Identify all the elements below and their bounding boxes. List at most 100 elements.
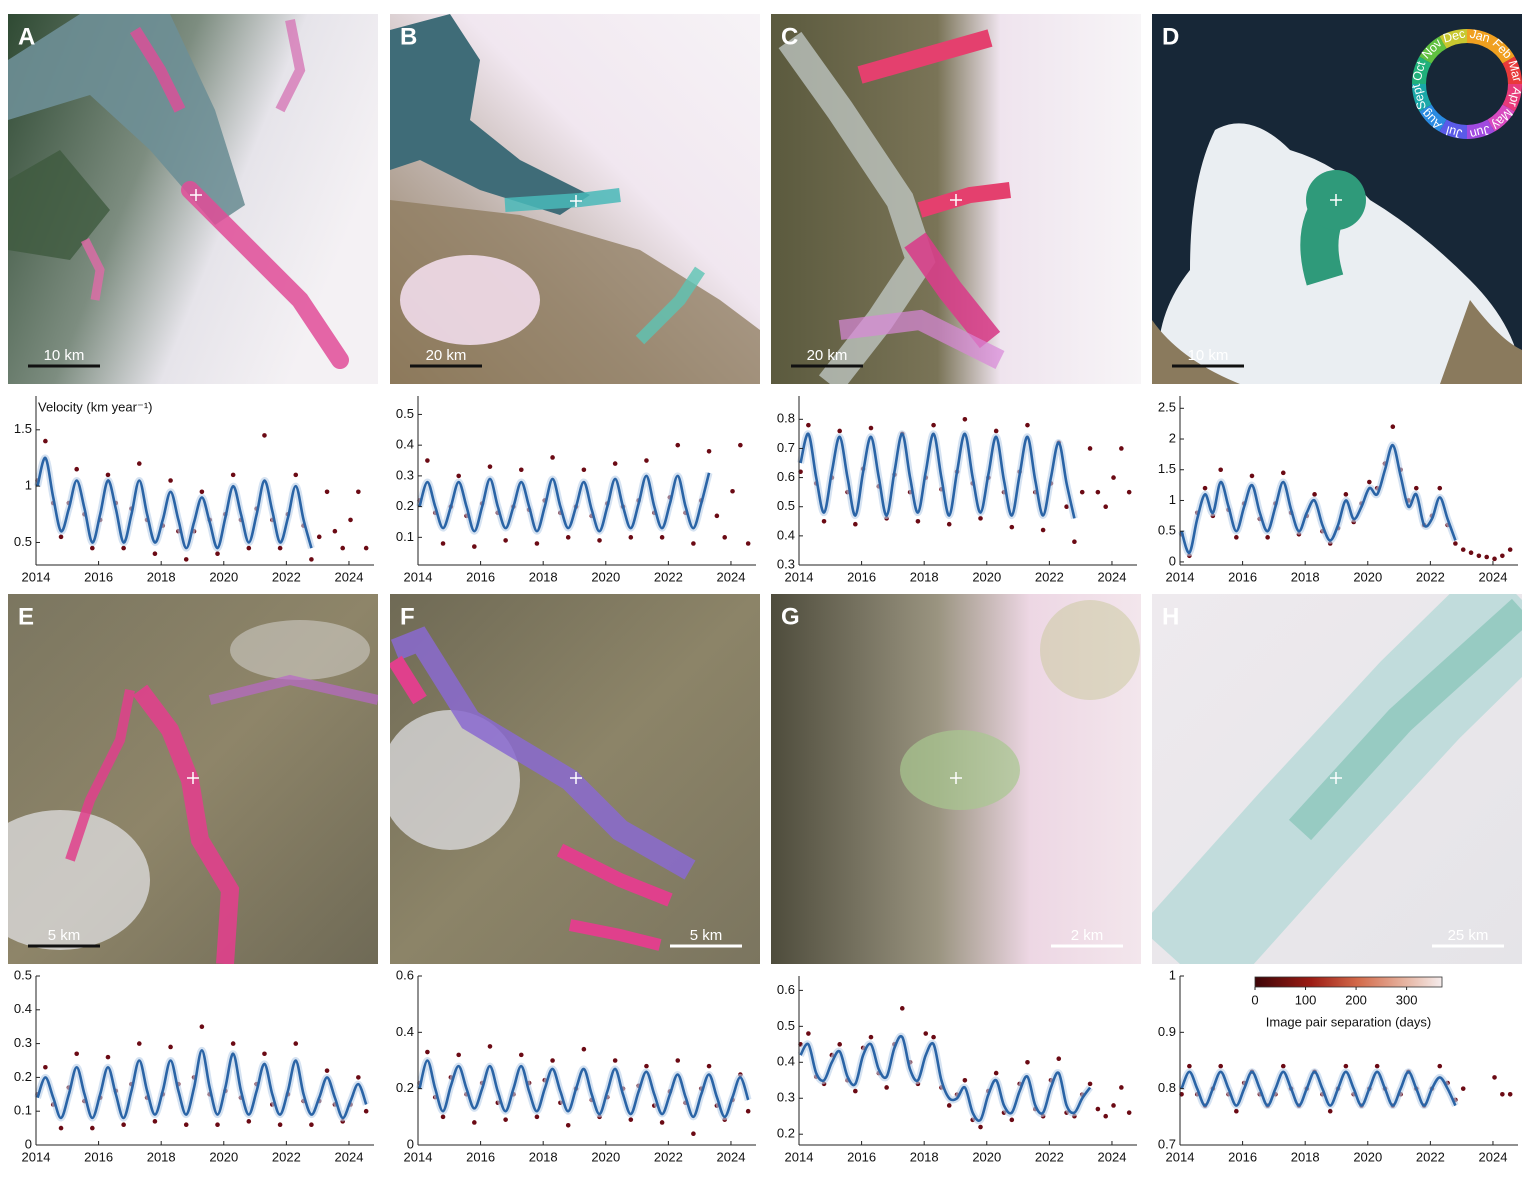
scale-bar-label: 20 km [426, 347, 467, 364]
map-c [771, 14, 1141, 384]
data-point [1312, 492, 1317, 497]
x-tick-label: 2020 [972, 1149, 1001, 1164]
data-point [503, 1117, 508, 1122]
y-tick-label: 0.2 [777, 1126, 795, 1141]
data-point [1095, 1106, 1101, 1112]
y-tick-label: 0.5 [1158, 523, 1176, 538]
data-point [356, 489, 361, 495]
scale-bar-label: 5 km [690, 927, 723, 944]
y-tick-label: 0.2 [396, 1080, 414, 1095]
map-e [8, 594, 378, 964]
scale-bar-label: 20 km [807, 347, 848, 364]
data-point [962, 417, 968, 422]
data-point [183, 1122, 189, 1128]
data-point [309, 1122, 314, 1128]
y-tick-label: 0.4 [14, 1001, 32, 1016]
data-point [923, 1031, 929, 1036]
data-point [152, 551, 158, 557]
y-tick-label: 2.5 [1158, 400, 1176, 415]
data-point [745, 541, 751, 546]
data-point [868, 1034, 874, 1040]
scale-bar-label: 25 km [1448, 927, 1489, 944]
data-point [246, 1119, 252, 1124]
data-point [1202, 485, 1208, 491]
panel-letter: A [18, 23, 35, 50]
data-point [738, 442, 743, 448]
scale-bar-label: 10 km [44, 347, 85, 364]
x-tick-label: 2016 [1228, 1149, 1257, 1164]
x-tick-label: 2016 [847, 569, 876, 584]
x-tick-label: 2022 [654, 1149, 683, 1164]
x-tick-label: 2018 [529, 1149, 558, 1164]
data-point [628, 1117, 634, 1122]
data-point [993, 1070, 999, 1076]
colorbar [1254, 976, 1443, 988]
x-tick-label: 2018 [910, 569, 939, 584]
y-tick-label: 0.8 [777, 411, 795, 426]
month-label: Jul [1445, 123, 1464, 141]
month-label: Jun [1468, 123, 1491, 142]
x-tick-label: 2020 [591, 569, 620, 584]
data-point [1374, 1063, 1380, 1069]
plot [34, 433, 369, 562]
season-ring [1411, 28, 1522, 140]
data-point [946, 521, 952, 527]
y-tick-label: 0.5 [777, 498, 795, 513]
data-point [183, 557, 189, 562]
data-point [1437, 1063, 1443, 1069]
y-tick-label: 0.7 [1158, 1136, 1176, 1151]
x-tick-label: 2020 [1353, 1149, 1382, 1164]
data-point [168, 478, 173, 483]
data-point [518, 467, 524, 473]
data-point [1234, 535, 1239, 540]
data-point [199, 1024, 205, 1029]
plot [416, 442, 751, 549]
x-tick-label: 2014 [785, 569, 814, 584]
data-point [425, 458, 430, 463]
data-point [1040, 527, 1046, 533]
data-point [121, 1122, 126, 1128]
month-label: Dec [1442, 26, 1467, 45]
data-point [644, 458, 649, 463]
data-point [1453, 541, 1458, 546]
colorbar-label: Image pair separation (days) [1266, 1014, 1431, 1029]
x-tick-label: 2020 [972, 569, 1001, 584]
data-point [612, 1058, 618, 1063]
x-tick-label: 2014 [22, 1149, 51, 1164]
data-point [363, 1108, 369, 1114]
y-tick-label: 0.6 [777, 982, 795, 997]
plot [1178, 1063, 1513, 1114]
y-tick-label: 1 [25, 478, 32, 493]
fit-line [418, 1059, 750, 1119]
y-tick-label: 0.3 [777, 556, 795, 571]
data-point [356, 1075, 361, 1080]
x-tick-label: 2020 [209, 569, 238, 584]
data-point [691, 1131, 696, 1137]
y-tick-label: 2 [1169, 430, 1176, 445]
data-point [262, 1051, 267, 1057]
data-point [806, 1031, 811, 1036]
month-label: Sept [1409, 82, 1429, 111]
data-point [915, 518, 921, 524]
y-tick-label: 0.4 [777, 1054, 795, 1069]
x-tick-label: 2014 [404, 569, 433, 584]
data-point [43, 438, 48, 444]
x-tick-label: 2024 [335, 569, 364, 584]
data-point [806, 422, 811, 428]
data-point [1460, 1086, 1466, 1091]
data-point [74, 1051, 79, 1057]
data-point [931, 1034, 936, 1040]
data-point [199, 489, 205, 495]
data-point [121, 545, 126, 551]
x-tick-label: 2024 [1098, 569, 1127, 584]
data-point [1507, 547, 1513, 552]
y-tick-label: 0.6 [396, 967, 414, 982]
y-tick-label: 0.8 [1158, 1080, 1176, 1095]
x-tick-label: 2016 [466, 1149, 495, 1164]
data-point [628, 535, 634, 540]
data-point [706, 1063, 712, 1069]
data-point [853, 1088, 858, 1094]
data-point [1492, 556, 1497, 562]
data-point [868, 425, 874, 431]
colorbar-tick-label: 300 [1396, 992, 1418, 1007]
